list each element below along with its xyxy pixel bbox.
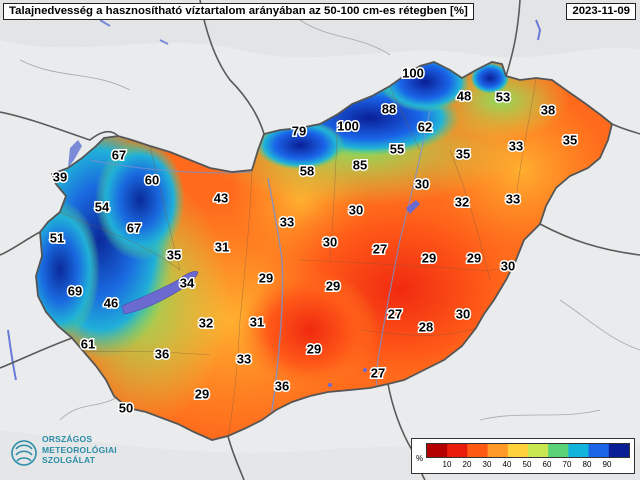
station-value: 33 bbox=[237, 352, 251, 367]
station-value: 60 bbox=[145, 173, 159, 188]
station-value: 27 bbox=[373, 242, 387, 257]
station-value: 53 bbox=[496, 90, 510, 105]
station-value: 67 bbox=[127, 221, 141, 236]
station-value: 36 bbox=[155, 347, 169, 362]
station-value: 27 bbox=[388, 307, 402, 322]
station-value: 30 bbox=[349, 203, 363, 218]
station-value: 27 bbox=[371, 366, 385, 381]
map-date: 2023-11-09 bbox=[566, 3, 636, 20]
legend-tick: 40 bbox=[502, 460, 512, 469]
station-value: 30 bbox=[323, 235, 337, 250]
station-value: 88 bbox=[382, 102, 396, 117]
station-value: 79 bbox=[292, 124, 306, 139]
station-value: 61 bbox=[81, 337, 95, 352]
station-value: 29 bbox=[422, 251, 436, 266]
station-value: 29 bbox=[259, 271, 273, 286]
color-legend: % 10 20 30 40 50 60 70 80 90 bbox=[411, 438, 635, 474]
station-value: 29 bbox=[195, 387, 209, 402]
omsz-logo-text: ORSZÁGOS METEOROLÓGIAI SZOLGÁLAT bbox=[42, 434, 117, 466]
legend-unit: % bbox=[416, 454, 424, 463]
omsz-logo-icon bbox=[11, 440, 37, 466]
station-value: 34 bbox=[180, 276, 195, 291]
station-value: 31 bbox=[215, 240, 229, 255]
legend-tick: 20 bbox=[462, 460, 472, 469]
legend-tick: 10 bbox=[442, 460, 452, 469]
station-value: 30 bbox=[501, 259, 515, 274]
station-value: 32 bbox=[455, 195, 469, 210]
legend-swatch bbox=[487, 444, 509, 457]
station-value: 33 bbox=[280, 215, 294, 230]
station-value: 43 bbox=[214, 191, 228, 206]
legend-tick: 50 bbox=[522, 460, 532, 469]
legend-swatch bbox=[467, 444, 489, 457]
legend-tick: 90 bbox=[602, 460, 612, 469]
station-value: 100 bbox=[402, 66, 424, 81]
legend-swatch bbox=[528, 444, 549, 457]
legend-tick: 30 bbox=[482, 460, 492, 469]
station-value: 46 bbox=[104, 296, 118, 311]
legend-swatch bbox=[548, 444, 569, 457]
station-value: 35 bbox=[167, 248, 181, 263]
legend-swatch bbox=[568, 444, 590, 457]
station-value: 35 bbox=[563, 133, 577, 148]
station-value: 29 bbox=[467, 251, 481, 266]
station-value: 69 bbox=[68, 284, 82, 299]
station-value: 36 bbox=[275, 379, 289, 394]
station-value: 39 bbox=[53, 170, 67, 185]
station-value: 33 bbox=[509, 139, 523, 154]
legend-tick: 70 bbox=[562, 460, 572, 469]
station-value: 30 bbox=[415, 177, 429, 192]
station-value: 51 bbox=[50, 231, 64, 246]
station-value: 55 bbox=[390, 142, 404, 157]
legend-tick: 80 bbox=[582, 460, 592, 469]
station-value: 32 bbox=[199, 316, 213, 331]
legend-tick: 60 bbox=[542, 460, 552, 469]
station-value: 100 bbox=[337, 119, 359, 134]
logo-line-3: SZOLGÁLAT bbox=[42, 455, 96, 465]
legend-color-bar bbox=[426, 443, 630, 458]
station-value: 30 bbox=[456, 307, 470, 322]
station-value: 29 bbox=[326, 279, 340, 294]
station-value: 54 bbox=[95, 200, 110, 215]
station-value: 38 bbox=[541, 103, 555, 118]
legend-swatch bbox=[447, 444, 468, 457]
station-value: 58 bbox=[300, 164, 314, 179]
legend-swatch bbox=[608, 444, 629, 457]
station-value: 28 bbox=[419, 320, 433, 335]
station-value: 31 bbox=[250, 315, 264, 330]
station-value: 85 bbox=[353, 158, 367, 173]
logo-line-1: ORSZÁGOS bbox=[42, 434, 93, 444]
station-value: 48 bbox=[457, 89, 471, 104]
station-value: 67 bbox=[112, 148, 126, 163]
station-value: 35 bbox=[456, 147, 470, 162]
station-value: 50 bbox=[119, 401, 133, 416]
map-title: Talajnedvesség a hasznosítható víztartal… bbox=[3, 3, 474, 20]
legend-swatch bbox=[427, 444, 448, 457]
logo-line-2: METEOROLÓGIAI bbox=[42, 444, 117, 455]
station-value: 29 bbox=[307, 342, 321, 357]
legend-swatch bbox=[507, 444, 529, 457]
station-value: 33 bbox=[506, 192, 520, 207]
legend-swatch bbox=[588, 444, 610, 457]
station-value: 62 bbox=[418, 120, 432, 135]
station-values: 100 48 53 38 88 100 62 79 35 85 55 35 33 67 58 39 60 30 43… bbox=[48, 64, 578, 417]
